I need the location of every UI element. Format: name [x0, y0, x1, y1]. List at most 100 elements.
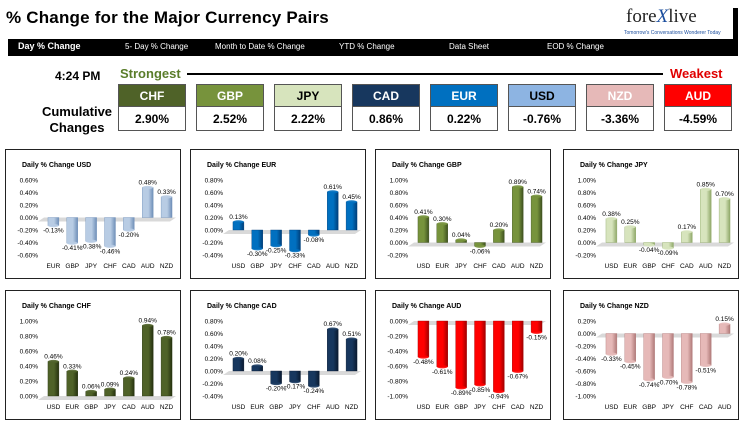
currency-box-usd: USD -0.76% [508, 84, 576, 131]
bar-cap [289, 380, 301, 384]
bar-value-label: 0.04% [452, 232, 471, 239]
bar [160, 196, 173, 218]
currency-box-chf: CHF 2.90% [118, 84, 186, 131]
chart-title: Daily % Change JPY [580, 162, 648, 169]
currency-box-gbp: GBP 2.52% [196, 84, 264, 131]
x-tick-label: EUR [250, 404, 264, 411]
chart-gbp: Daily % Change GBP 1.00% 0.80% 0.60% 0.40% 0.… [387, 162, 546, 270]
y-tick-label: 0.80% [390, 190, 409, 197]
x-tick-label: USD [417, 263, 431, 270]
currency-box-eur: EUR 0.22% [430, 84, 498, 131]
forexlive-logo[interactable]: foreXlive Tomorrow's Conversations Wonde… [620, 6, 730, 40]
bar-value-label: -0.45% [620, 364, 641, 371]
bar-cap [142, 323, 154, 328]
y-tick-label: 0.80% [578, 190, 597, 197]
bar-cap [346, 200, 358, 204]
currency-code: GBP [197, 85, 263, 107]
bar-value-label: -0.30% [247, 251, 268, 258]
currency-code: AUD [665, 85, 731, 107]
currency-code: CHF [119, 85, 185, 107]
bar [66, 371, 78, 397]
bar-cap [327, 327, 339, 331]
bar [530, 320, 543, 333]
bar [123, 377, 135, 397]
logo-tagline: Tomorrow's Conversations Wonderer Today [624, 30, 721, 36]
bar-value-label: 0.48% [138, 180, 157, 187]
x-tick-label: AUD [326, 404, 340, 411]
bar [66, 217, 78, 244]
y-tick-label: 0.00% [578, 331, 597, 338]
nav-month-to-date-change[interactable]: Month to Date % Change [215, 42, 305, 51]
logo-text-tail: live [668, 6, 697, 27]
y-tick-label: 0.20% [205, 356, 224, 363]
x-tick-label: NZD [160, 404, 174, 411]
bar-value-label: -0.24% [304, 388, 325, 395]
bar [47, 361, 60, 397]
currency-code: JPY [275, 85, 341, 107]
bar-value-label: -0.46% [100, 248, 121, 255]
currency-box-nzd: NZD -3.36% [586, 84, 654, 131]
x-tick-label: AUD [141, 404, 155, 411]
bar-cap [85, 239, 97, 243]
y-tick-label: 0.00% [20, 394, 39, 401]
currency-change-value: 2.52% [212, 112, 248, 126]
bar-value-label: 0.20% [490, 222, 509, 229]
bar-cap [605, 217, 617, 221]
bar-cap [605, 352, 617, 356]
bar-value-label: 0.89% [508, 179, 527, 186]
bar-cap [104, 244, 116, 248]
bar-cap [493, 389, 505, 394]
bar [530, 196, 543, 243]
x-tick-label: JPY [474, 404, 487, 411]
nav-ytd-change[interactable]: YTD % Change [339, 42, 395, 51]
bar [270, 229, 282, 246]
x-tick-label: NZD [530, 263, 544, 270]
bar-value-label: 0.94% [138, 318, 157, 325]
x-tick-label: AUD [699, 263, 713, 270]
nav-eod-change[interactable]: EOD % Change [547, 42, 604, 51]
cumulative-label-line-1: Cumulative [41, 104, 113, 119]
bar-value-label: 0.17% [678, 224, 697, 231]
nav-5-day-change[interactable]: 5- Day % Change [125, 42, 189, 51]
nav-data-sheet[interactable]: Data Sheet [449, 42, 490, 51]
bar-value-label: 0.85% [696, 181, 715, 188]
bar-value-label: -0.13% [43, 228, 64, 235]
y-tick-label: 0.20% [578, 228, 597, 235]
bar-cap [270, 381, 282, 386]
x-tick-label: NZD [160, 263, 174, 270]
nav-bar: Day % Change 5- Day % Change Month to Da… [8, 39, 733, 56]
bar-cap [308, 233, 320, 237]
bar-cap [308, 384, 320, 388]
bar-cap [232, 220, 244, 224]
bar [512, 186, 524, 243]
bar-cap [251, 247, 263, 251]
chart-title: Daily % Change EUR [207, 162, 276, 169]
chart-panel-aud: Daily % Change AUD 0.00% -0.20% -0.40% -0.60… [375, 290, 551, 420]
bar-value-label: 0.74% [527, 188, 546, 195]
currency-change-value: -4.59% [678, 112, 718, 126]
bar [455, 320, 467, 388]
bar-cap [161, 195, 173, 199]
x-tick-label: AUD [326, 263, 340, 270]
nav-day-change[interactable]: Day % Change [18, 41, 81, 51]
y-tick-label: 0.00% [578, 240, 597, 247]
bar [142, 325, 154, 397]
bar-cap [662, 246, 674, 250]
y-tick-label: -0.40% [202, 394, 223, 401]
bar-value-label: -0.33% [285, 253, 306, 260]
x-tick-label: NZD [345, 404, 359, 411]
bar [345, 201, 358, 231]
y-tick-label: 0.20% [20, 379, 39, 386]
bar-cap [700, 187, 712, 191]
bar [417, 320, 430, 358]
y-tick-label: 0.80% [205, 178, 224, 185]
y-tick-label: -0.80% [575, 381, 596, 388]
x-tick-label: EUR [435, 404, 449, 411]
bar-cap [531, 330, 543, 334]
x-tick-label: GBP [65, 263, 79, 270]
y-tick-label: 0.20% [20, 203, 39, 210]
bar [493, 229, 505, 243]
y-tick-label: 0.40% [205, 344, 224, 351]
bar [345, 338, 358, 372]
bar-value-label: 0.33% [157, 189, 176, 196]
